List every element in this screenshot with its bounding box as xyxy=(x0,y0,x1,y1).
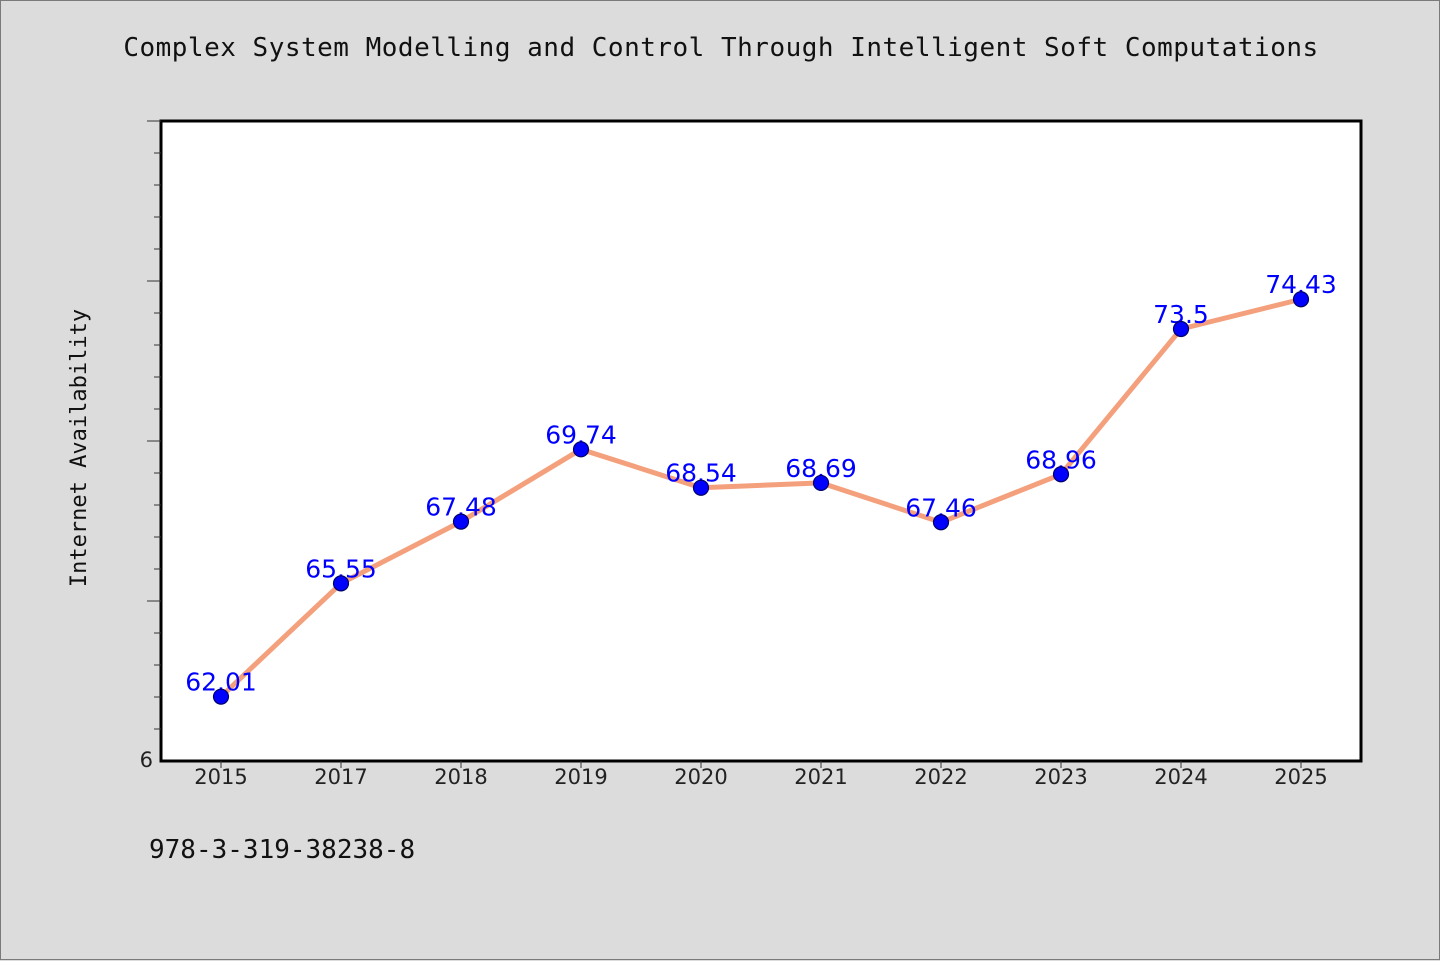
y-axis-title: Internet Availability xyxy=(67,309,92,587)
x-tick-label: 2025 xyxy=(1274,765,1327,789)
data-point xyxy=(812,474,830,492)
x-tick-label: 2022 xyxy=(914,765,967,789)
x-tick-label: 2017 xyxy=(314,765,367,789)
chart-title: Complex System Modelling and Control Thr… xyxy=(123,33,1319,63)
data-point xyxy=(932,514,950,531)
series-line xyxy=(218,296,1304,700)
x-tick-label: 2024 xyxy=(1154,765,1207,789)
footnote-isbn: 978-3-319-38238-8 xyxy=(149,835,416,865)
y-tick-label: 6 xyxy=(140,748,153,772)
x-tick-label: 2020 xyxy=(674,765,727,789)
y-axis-ticks: 6 xyxy=(140,120,161,772)
data-point xyxy=(452,513,470,530)
data-point xyxy=(692,479,710,496)
plot-area xyxy=(159,119,1363,763)
data-point xyxy=(332,575,350,592)
data-point xyxy=(572,441,590,458)
x-tick-label: 2021 xyxy=(794,765,847,789)
data-point xyxy=(1172,320,1190,338)
x-tick-label: 2019 xyxy=(554,765,607,789)
data-point xyxy=(1292,291,1310,308)
data-point xyxy=(212,688,230,705)
x-axis-ticks: 2015 2017 2018 2019 2020 2021 2022 2023 2024 2025 xyxy=(194,761,1328,789)
x-tick-label: 2018 xyxy=(434,765,487,789)
x-tick-label: 2023 xyxy=(1034,765,1087,789)
x-tick-label: 2015 xyxy=(194,765,247,789)
data-point xyxy=(1052,466,1070,483)
